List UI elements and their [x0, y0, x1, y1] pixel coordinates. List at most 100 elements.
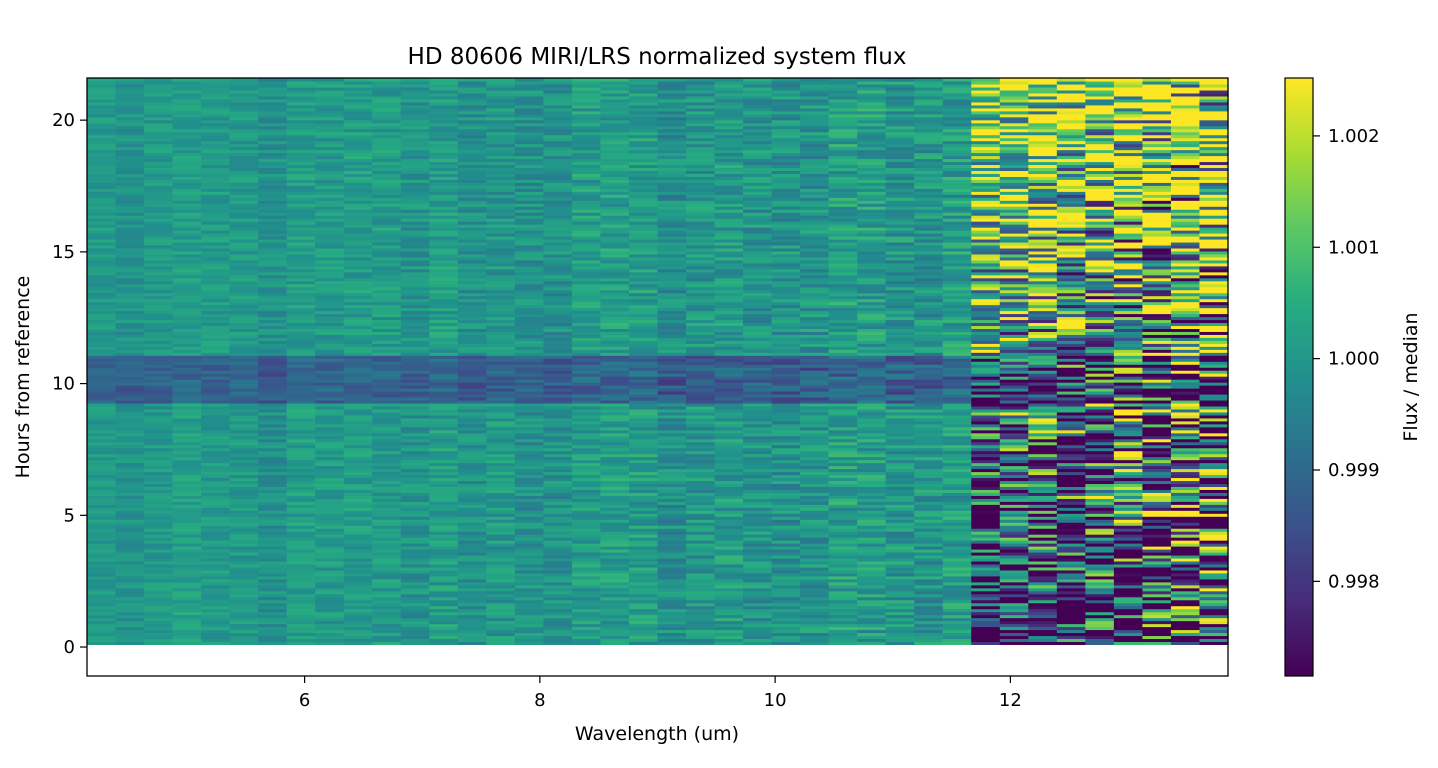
heatmap-cell: [543, 587, 573, 592]
heatmap-cell: [429, 626, 459, 631]
heatmap-cell: [800, 343, 830, 347]
heatmap-cell: [714, 244, 744, 249]
heatmap-cell: [657, 593, 687, 598]
heatmap-cell: [600, 581, 630, 586]
heatmap-cell: [343, 110, 373, 115]
heatmap-cell: [343, 599, 373, 604]
heatmap-cell: [514, 417, 545, 422]
heatmap-cell: [201, 349, 231, 353]
heatmap-cell: [201, 346, 231, 350]
heatmap-cell: [743, 104, 773, 109]
heatmap-cell: [600, 280, 630, 285]
heatmap-cell: [343, 584, 373, 589]
heatmap-cell: [486, 137, 516, 142]
heatmap-cell: [429, 441, 459, 446]
heatmap-cell: [628, 429, 659, 434]
heatmap-cell: [628, 420, 659, 425]
heatmap-cell: [372, 101, 402, 106]
heatmap-cell: [229, 125, 259, 130]
heatmap-cell: [115, 626, 145, 631]
heatmap-cell: [115, 599, 145, 604]
heatmap-cell: [771, 379, 801, 383]
heatmap-cell: [714, 116, 744, 121]
heatmap-cell: [457, 325, 487, 329]
heatmap-cell: [258, 507, 288, 511]
heatmap-cell: [258, 235, 288, 240]
heatmap-cell: [372, 146, 402, 151]
heatmap-cell: [229, 569, 259, 574]
heatmap-cell: [457, 575, 487, 580]
heatmap-cell: [743, 146, 773, 151]
heatmap-cell: [543, 143, 573, 148]
heatmap-cell: [600, 534, 630, 538]
heatmap-cell: [343, 540, 373, 544]
heatmap-cell: [600, 83, 630, 88]
heatmap-cell: [686, 483, 716, 487]
heatmap-cell: [429, 560, 459, 565]
heatmap-cell: [172, 313, 202, 318]
heatmap-cell: [115, 489, 145, 493]
heatmap-cell: [172, 379, 202, 383]
heatmap-cell: [457, 209, 487, 213]
heatmap-cell: [514, 206, 545, 210]
heatmap-cell: [343, 528, 373, 532]
heatmap-cell: [771, 399, 801, 404]
heatmap-cell: [800, 295, 830, 300]
heatmap-cell: [743, 599, 773, 604]
heatmap-cell: [771, 194, 801, 198]
heatmap-cell: [743, 432, 773, 437]
heatmap-cell: [372, 414, 402, 419]
heatmap-cell: [628, 414, 659, 419]
heatmap-cell: [486, 280, 516, 285]
heatmap-cell: [543, 501, 573, 505]
heatmap-cell: [743, 149, 773, 154]
heatmap-cell: [115, 402, 145, 407]
heatmap-cell: [429, 86, 459, 91]
heatmap-cell: [457, 298, 487, 303]
heatmap-cell: [429, 549, 459, 553]
heatmap-cell: [457, 316, 487, 321]
heatmap-cell: [286, 417, 316, 422]
heatmap-cell: [743, 605, 773, 610]
heatmap-cell: [600, 501, 630, 505]
heatmap-cell: [429, 435, 459, 440]
heatmap-cell: [457, 465, 487, 470]
heatmap-cell: [315, 632, 345, 637]
heatmap-cell: [87, 152, 117, 157]
heatmap-cell: [514, 325, 545, 329]
heatmap-cell: [258, 78, 288, 82]
heatmap-cell: [400, 86, 430, 91]
heatmap-cell: [457, 444, 487, 449]
heatmap-cell: [258, 453, 288, 458]
heatmap-cell: [115, 641, 145, 645]
heatmap-cell: [343, 483, 373, 487]
heatmap-cell: [229, 262, 259, 267]
heatmap-cell: [172, 423, 202, 428]
heatmap-cell: [743, 635, 773, 640]
heatmap-cell: [429, 641, 459, 645]
heatmap-cell: [258, 528, 288, 532]
heatmap-cell: [628, 343, 659, 347]
heatmap-cell: [115, 551, 145, 556]
heatmap-cell: [400, 465, 430, 470]
heatmap-cell: [400, 89, 430, 94]
heatmap-cell: [486, 581, 516, 586]
heatmap-cell: [343, 95, 373, 100]
heatmap-cell: [800, 316, 830, 321]
heatmap-cell: [628, 283, 659, 288]
heatmap-cell: [771, 590, 801, 595]
heatmap-cell: [144, 575, 174, 580]
heatmap-cell: [714, 253, 744, 258]
heatmap-cell: [686, 346, 716, 350]
heatmap-cell: [771, 89, 801, 94]
heatmap-cell: [686, 334, 716, 338]
heatmap-cell: [657, 516, 687, 520]
heatmap-cell: [144, 80, 174, 85]
heatmap-cell: [229, 420, 259, 425]
heatmap-cell: [115, 182, 145, 186]
heatmap-cell: [486, 456, 516, 461]
heatmap-cell: [543, 358, 573, 362]
heatmap-cell: [87, 531, 117, 535]
heatmap-cell: [343, 343, 373, 347]
heatmap-cell: [286, 435, 316, 440]
